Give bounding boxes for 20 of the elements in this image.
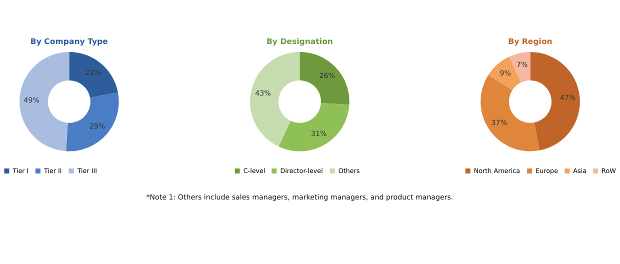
donut-slice <box>530 52 580 150</box>
data-label: 9% <box>500 68 512 78</box>
data-label: 26% <box>319 71 336 80</box>
data-label: 31% <box>310 129 327 138</box>
donut-slice <box>250 52 300 147</box>
donut-slice <box>69 52 118 98</box>
donut-slice <box>480 75 540 152</box>
donut-slice <box>20 52 70 152</box>
data-label: 22% <box>85 68 102 77</box>
data-label: 49% <box>24 96 40 105</box>
donut-slice <box>278 102 350 152</box>
donut-slice <box>509 52 530 82</box>
data-label: 7% <box>516 60 528 70</box>
donut-slice <box>66 92 119 152</box>
data-label: 37% <box>491 118 508 127</box>
data-label: 43% <box>255 88 272 98</box>
donut-slice <box>300 52 350 105</box>
text: *Note 1: Others include sales managers, marketing managers, and product managers. <box>146 192 454 202</box>
data-label: 29% <box>90 122 106 131</box>
data-label: 47% <box>560 93 576 102</box>
